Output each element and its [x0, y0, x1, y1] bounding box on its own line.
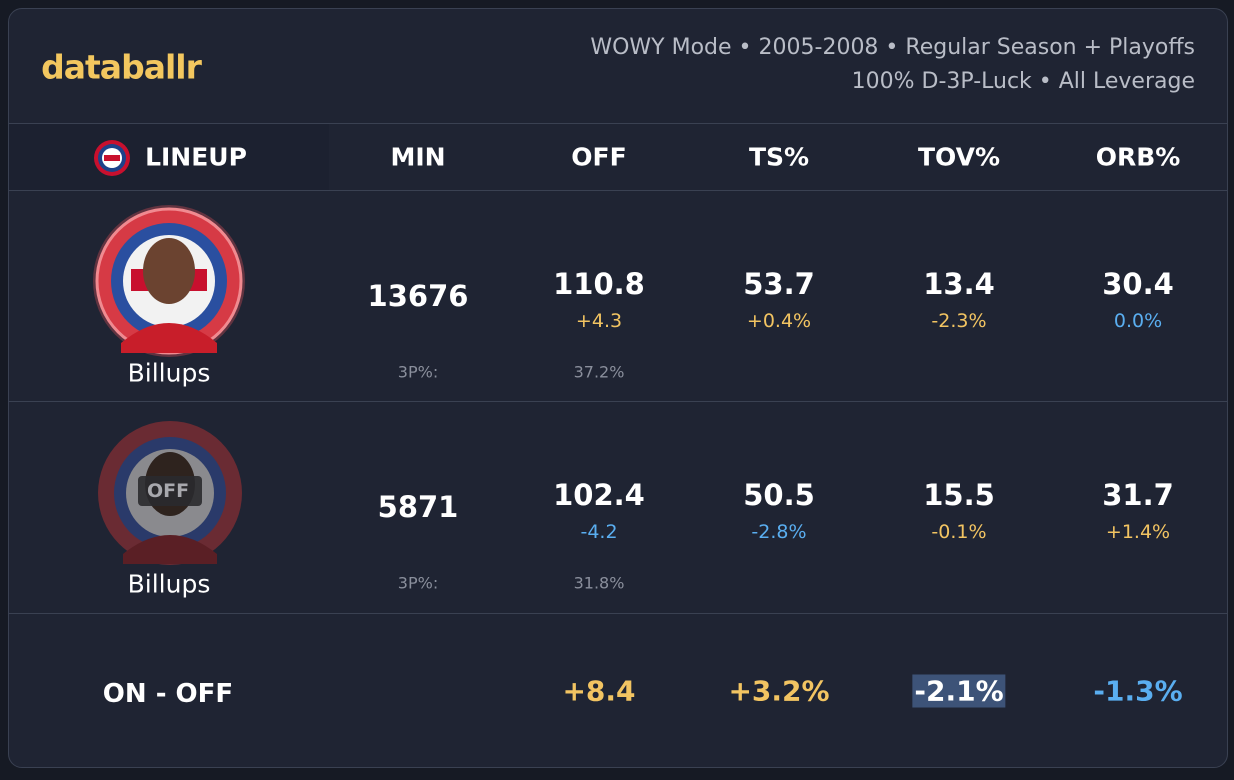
- stat-delta: +1.4%: [1105, 521, 1171, 543]
- minutes: 13676: [367, 279, 469, 313]
- stat-value: 110.8: [553, 267, 645, 301]
- stat-delta: +0.4%: [746, 310, 812, 332]
- stat-value: 30.4: [1102, 267, 1174, 301]
- stat-value: 102.4: [553, 478, 645, 512]
- off-badge: OFF: [146, 480, 190, 502]
- divider: [9, 401, 1227, 402]
- column-header: OFF: [571, 142, 627, 172]
- stat-value: 31.7: [1102, 478, 1174, 512]
- column-header: LINEUP: [145, 142, 247, 172]
- three-label: 3P%:: [397, 573, 439, 593]
- stat-value: 50.5: [743, 478, 815, 512]
- stat-delta: -4.2: [580, 521, 618, 543]
- diff-value: +3.2%: [728, 674, 830, 708]
- subtitle: WOWY Mode • 2005-2008 • Regular Season +…: [590, 35, 1195, 60]
- stat-delta: -2.8%: [751, 521, 807, 543]
- three-value: 37.2%: [573, 362, 625, 382]
- stat-delta: -0.1%: [931, 521, 987, 543]
- brand: databallr: [41, 47, 202, 87]
- player-avatar: [98, 421, 242, 565]
- column-header: TOV%: [917, 142, 1001, 172]
- diff-value: -2.1%: [912, 674, 1006, 708]
- divider: [9, 613, 1227, 614]
- minutes: 5871: [377, 490, 459, 524]
- player-name: Billups: [127, 569, 211, 599]
- three-value: 31.8%: [573, 573, 625, 593]
- column-header: MIN: [390, 142, 446, 172]
- team-logo: [94, 140, 130, 176]
- player-avatar: [93, 205, 245, 357]
- stat-delta: -2.3%: [931, 310, 987, 332]
- diff-value: -1.3%: [1093, 674, 1183, 708]
- player-name: Billups: [127, 358, 211, 388]
- stat-value: 53.7: [743, 267, 815, 301]
- divider: [9, 123, 1227, 124]
- card: databallr WOWY Mode • 2005-2008 • Regula…: [8, 8, 1228, 768]
- stat-delta: +4.3: [575, 310, 623, 332]
- three-label: 3P%:: [397, 362, 439, 382]
- stat-delta: 0.0%: [1113, 310, 1163, 332]
- column-header: ORB%: [1095, 142, 1181, 172]
- diff-value: +8.4: [562, 674, 636, 708]
- column-header: TS%: [748, 142, 810, 172]
- lineup-header-bg: [9, 124, 329, 190]
- subtitle: 100% D-3P-Luck • All Leverage: [851, 69, 1195, 94]
- diff-label: ON - OFF: [102, 679, 234, 709]
- stat-value: 13.4: [923, 267, 995, 301]
- divider: [9, 190, 1227, 191]
- stat-value: 15.5: [923, 478, 995, 512]
